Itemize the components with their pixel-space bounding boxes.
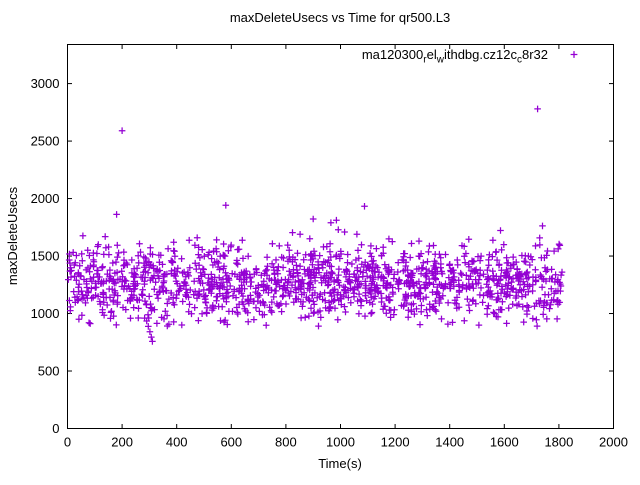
axis-ticks [67, 44, 614, 429]
tick-label: 3000 [31, 76, 60, 91]
chart-title: maxDeleteUsecs vs Time for qr500.L3 [230, 10, 450, 25]
tick-label: 1000 [326, 435, 355, 450]
tick-label: 400 [166, 435, 188, 450]
legend-series-label: ma120300relwithdbg.cz12cc8r32 [362, 47, 548, 66]
tick-label: 500 [38, 364, 60, 379]
tick-label: 1400 [435, 435, 464, 450]
tick-label: 0 [52, 421, 59, 436]
tick-label: 1000 [31, 306, 60, 321]
tick-label: 2000 [31, 191, 60, 206]
axis-tick-labels: 0 200 400 600 800 1000 1200 1400 1600 1800 2000 0 50… [31, 76, 628, 449]
legend: ma120300relwithdbg.cz12cc8r32 [362, 47, 578, 66]
y-axis-label: maxDeleteUsecs [5, 186, 20, 285]
tick-label: 1800 [544, 435, 573, 450]
tick-label: 800 [275, 435, 297, 450]
tick-label: 600 [220, 435, 242, 450]
plot-border [67, 44, 614, 429]
tick-label: 0 [64, 435, 71, 450]
tick-label: 2000 [599, 435, 628, 450]
legend-plus-marker-icon [570, 51, 578, 58]
scatter-points [65, 105, 566, 345]
tick-label: 1200 [381, 435, 410, 450]
tick-label: 1500 [31, 249, 60, 264]
tick-label: 1600 [490, 435, 519, 450]
tick-label: 2500 [31, 134, 60, 149]
tick-label: 200 [111, 435, 133, 450]
x-axis-label: Time(s) [318, 456, 362, 471]
